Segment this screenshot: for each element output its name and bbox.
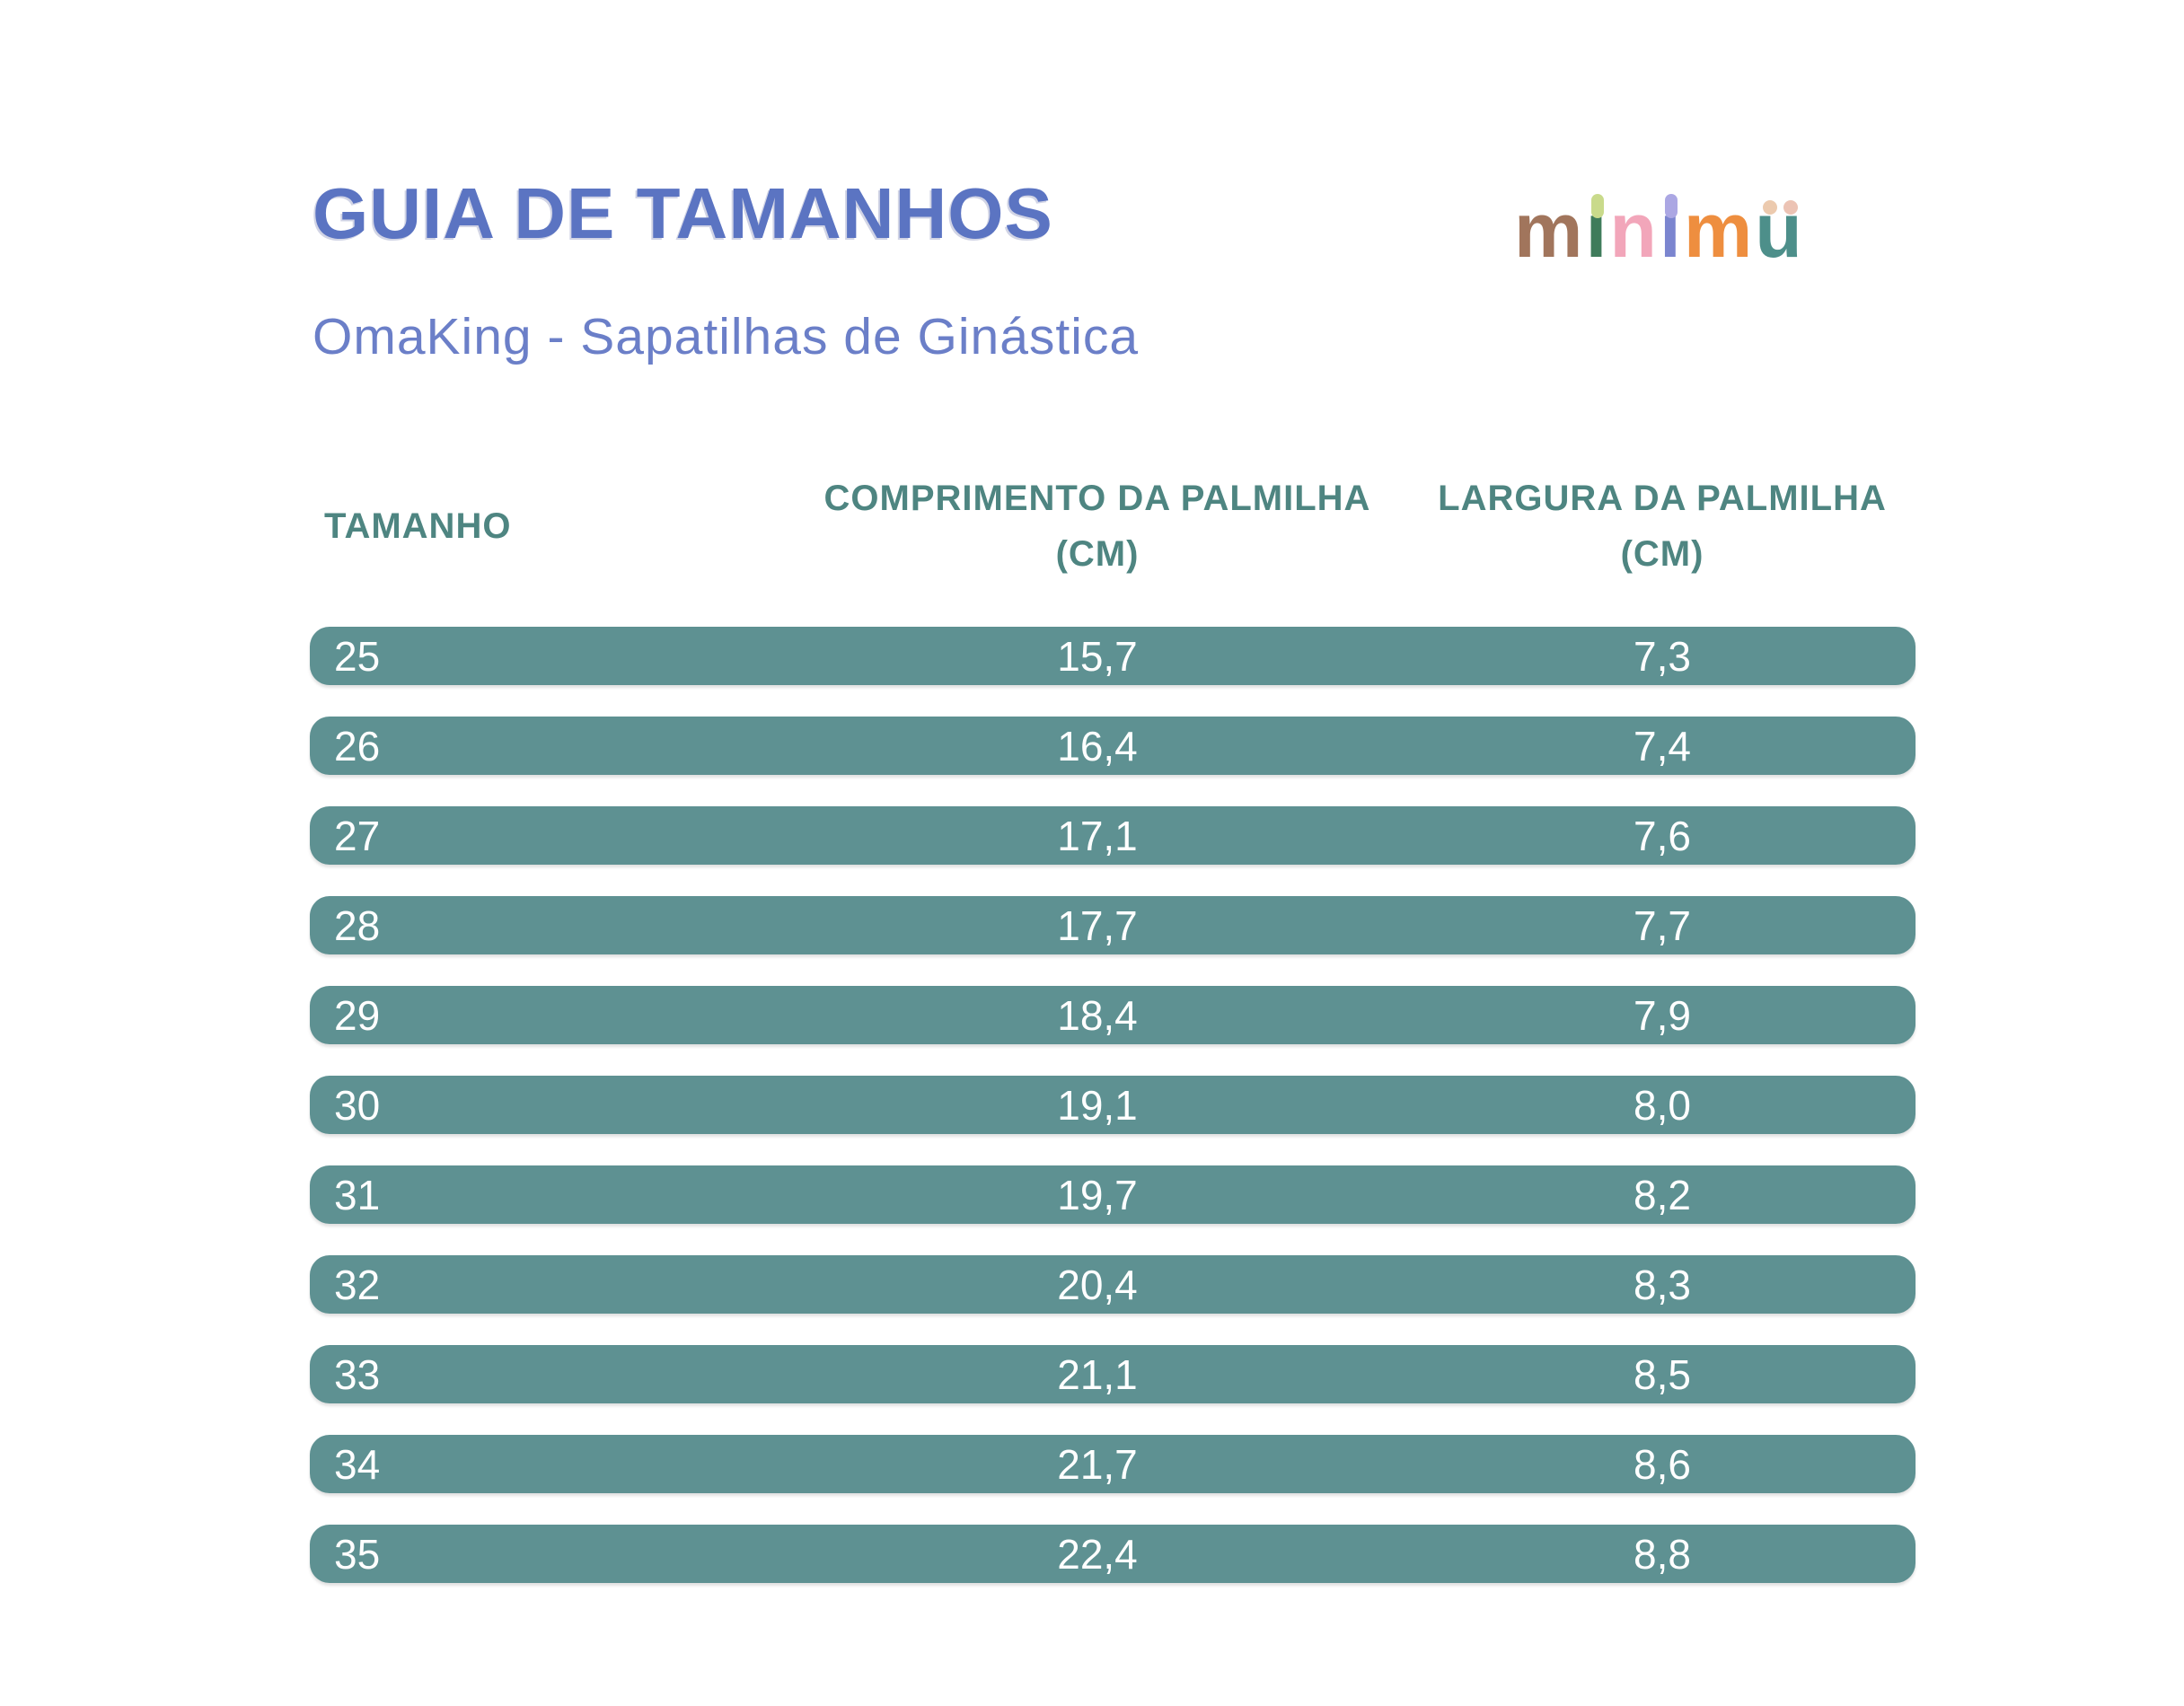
logo-letter: ı: [1585, 192, 1609, 269]
width-cell: 7,6: [1634, 812, 1691, 859]
table-row: 31 19,7 8,2: [310, 1165, 1915, 1224]
table-row: 30 19,1 8,0: [310, 1076, 1915, 1134]
size-cell: 30: [334, 1081, 381, 1129]
width-cell: 8,6: [1634, 1440, 1691, 1488]
logo-char: n: [1609, 188, 1660, 274]
table-row: 28 17,7 7,7: [310, 896, 1915, 954]
logo-dot: [1665, 194, 1678, 218]
table-header-row: TAMANHO COMPRIMENTO DA PALMILHA (CM) LAR…: [310, 470, 1915, 582]
logo-dot: [1783, 200, 1798, 215]
table-row: 34 21,7 8,6: [310, 1435, 1915, 1493]
length-cell: 15,7: [1057, 632, 1138, 680]
logo-letter: u: [1755, 192, 1805, 269]
length-cell: 21,7: [1057, 1440, 1138, 1488]
logo-letter-dots: [1660, 194, 1684, 218]
size-cell: 27: [334, 812, 381, 859]
length-cell: 17,7: [1057, 901, 1138, 949]
length-cell: 22,4: [1057, 1530, 1138, 1578]
size-cell: 28: [334, 901, 381, 949]
length-cell: 16,4: [1057, 722, 1138, 769]
logo-letter-dots: [1755, 194, 1805, 215]
width-cell: 7,4: [1634, 722, 1691, 769]
column-header-label: LARGURA DA PALMILHA: [1438, 479, 1887, 518]
table-row: 32 20,4 8,3: [310, 1255, 1915, 1314]
size-cell: 29: [334, 991, 381, 1039]
width-cell: 8,5: [1634, 1350, 1691, 1398]
logo-letter: m: [1514, 192, 1585, 269]
column-header-unit: (CM): [1620, 534, 1704, 574]
size-cell: 35: [334, 1530, 381, 1578]
length-cell: 18,4: [1057, 991, 1138, 1039]
width-cell: 7,3: [1634, 632, 1691, 680]
length-cell: 17,1: [1057, 812, 1138, 859]
size-cell: 32: [334, 1261, 381, 1308]
column-header-label: TAMANHO: [324, 506, 512, 546]
logo-char: m: [1514, 188, 1586, 274]
length-cell: 19,1: [1057, 1081, 1138, 1129]
width-cell: 8,2: [1634, 1171, 1691, 1218]
column-header-length: COMPRIMENTO DA PALMILHA (CM): [786, 470, 1409, 582]
brand-logo: m ın ım u: [1514, 192, 1805, 269]
column-header-width: LARGURA DA PALMILHA (CM): [1409, 470, 1915, 582]
length-cell: 20,4: [1057, 1261, 1138, 1308]
table-row: 25 15,7 7,3: [310, 627, 1915, 685]
logo-dot: [1590, 194, 1604, 218]
width-cell: 8,0: [1634, 1081, 1691, 1129]
width-cell: 7,9: [1634, 991, 1691, 1039]
size-cell: 25: [334, 632, 381, 680]
table-row: 29 18,4 7,9: [310, 986, 1915, 1044]
table-body: 25 15,7 7,3 26 16,4 7,4 27 17,1 7,6 28 17,7 7,7 29 18…: [310, 627, 1915, 1614]
logo-letter: ı: [1660, 192, 1684, 269]
table-row: 33 21,1 8,5: [310, 1345, 1915, 1403]
size-cell: 26: [334, 722, 381, 769]
size-cell: 33: [334, 1350, 381, 1398]
column-header-size: TAMANHO: [310, 498, 786, 554]
table-row: 27 17,1 7,6: [310, 806, 1915, 865]
page-title: GUIA DE TAMANHOS: [313, 173, 1053, 253]
logo-char: m: [1683, 188, 1756, 274]
product-subtitle: OmaKing - Sapatilhas de Ginástica: [313, 308, 1140, 365]
width-cell: 8,3: [1634, 1261, 1691, 1308]
logo-dot: [1762, 200, 1777, 215]
logo-letter-dots: [1585, 194, 1609, 218]
width-cell: 7,7: [1634, 901, 1691, 949]
logo-letter: n: [1609, 192, 1660, 269]
logo-letter: m: [1684, 192, 1755, 269]
size-cell: 31: [334, 1171, 381, 1218]
column-header-unit: (CM): [1055, 534, 1140, 574]
table-row: 35 22,4 8,8: [310, 1525, 1915, 1583]
column-header-label: COMPRIMENTO DA PALMILHA: [823, 479, 1371, 518]
size-cell: 34: [334, 1440, 381, 1488]
table-row: 26 16,4 7,4: [310, 717, 1915, 775]
length-cell: 21,1: [1057, 1350, 1138, 1398]
width-cell: 8,8: [1634, 1530, 1691, 1578]
length-cell: 19,7: [1057, 1171, 1138, 1218]
